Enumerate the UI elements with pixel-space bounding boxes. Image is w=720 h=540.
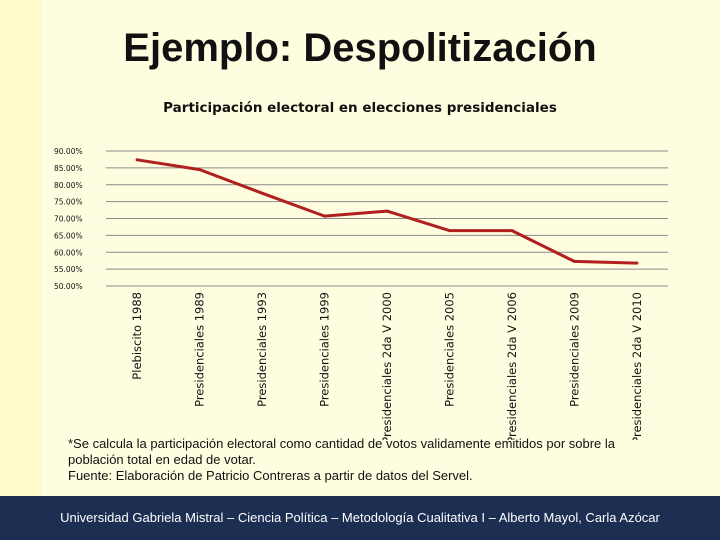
data-point <box>635 261 639 265</box>
x-tick-label: Presidenciales 2009 <box>567 292 581 407</box>
x-tick-label: Presidenciales 2005 <box>442 292 456 407</box>
data-point <box>260 191 264 195</box>
y-tick-label: 65.00% <box>54 231 83 240</box>
x-tick-label: Plebiscito 1988 <box>130 292 144 380</box>
x-tick-label: Presidenciales 2da V 2006 <box>505 292 519 440</box>
data-point <box>323 214 327 218</box>
data-point <box>510 229 514 233</box>
footnote-source: Fuente: Elaboración de Patricio Contrera… <box>68 468 473 483</box>
y-tick-label: 60.00% <box>54 248 83 257</box>
data-point <box>135 158 139 162</box>
y-tick-label: 80.00% <box>54 181 83 190</box>
chart-title: Participación electoral en elecciones pr… <box>163 100 557 116</box>
data-point <box>572 259 576 263</box>
y-tick-label: 85.00% <box>54 164 83 173</box>
y-tick-label: 50.00% <box>54 282 83 291</box>
electoral-participation-chart: Participación electoral en elecciones pr… <box>54 100 668 440</box>
footnote: *Se calcula la participación electoral c… <box>68 436 668 484</box>
x-tick-label: Presidenciales 2da V 2010 <box>630 292 644 440</box>
footnote-definition: *Se calcula la participación electoral c… <box>68 436 616 467</box>
data-point <box>447 229 451 233</box>
y-tick-label: 70.00% <box>54 215 83 224</box>
data-point <box>198 168 202 172</box>
x-tick-label: Presidenciales 1993 <box>255 292 269 407</box>
left-accent-band <box>0 0 42 496</box>
x-tick-label: Presidenciales 2da V 2000 <box>380 292 394 440</box>
slide-title: Ejemplo: Despolitización <box>123 26 597 70</box>
x-tick-label: Presidenciales 1999 <box>318 292 332 407</box>
data-point <box>385 209 389 213</box>
y-tick-label: 55.00% <box>54 265 83 274</box>
y-tick-label: 90.00% <box>54 147 83 156</box>
y-tick-label: 75.00% <box>54 198 83 207</box>
x-tick-label: Presidenciales 1989 <box>193 292 207 407</box>
footer-bar: Universidad Gabriela Mistral – Ciencia P… <box>0 496 720 540</box>
